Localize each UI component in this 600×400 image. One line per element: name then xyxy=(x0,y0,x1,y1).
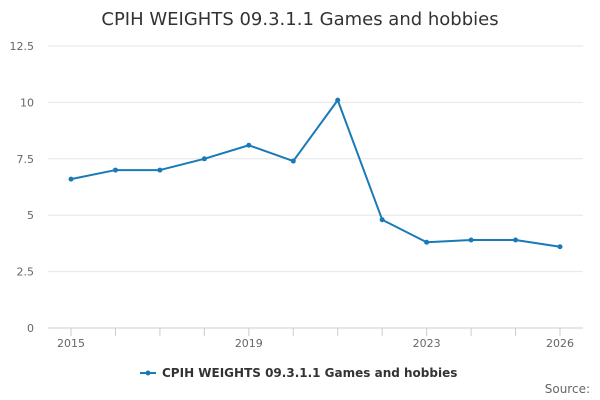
y-tick-label: 2.5 xyxy=(17,266,35,279)
y-tick-label: 12.5 xyxy=(10,40,35,53)
x-tick-label: 2023 xyxy=(413,337,441,350)
data-point[interactable] xyxy=(112,167,118,173)
y-tick-label: 7.5 xyxy=(17,153,35,166)
data-point[interactable] xyxy=(68,176,74,182)
series-layer xyxy=(68,97,563,250)
data-point[interactable] xyxy=(335,97,341,103)
data-point[interactable] xyxy=(290,158,296,164)
chart-title: CPIH WEIGHTS 09.3.1.1 Games and hobbies xyxy=(101,9,498,30)
legend-series-label: CPIH WEIGHTS 09.3.1.1 Games and hobbies xyxy=(162,366,457,380)
legend-dot-marker xyxy=(145,370,151,376)
x-tick-label: 2015 xyxy=(57,337,85,350)
data-point[interactable] xyxy=(557,244,563,250)
series-line[interactable] xyxy=(70,99,561,248)
data-point[interactable] xyxy=(246,142,252,148)
gridlines xyxy=(48,45,583,329)
data-point[interactable] xyxy=(513,237,519,243)
y-tick-label: 0 xyxy=(27,322,34,335)
legend[interactable]: CPIH WEIGHTS 09.3.1.1 Games and hobbies xyxy=(140,366,457,380)
x-tick-label: 2019 xyxy=(235,337,263,350)
data-point[interactable] xyxy=(201,156,207,162)
y-tick-label: 10 xyxy=(20,96,34,109)
y-tick-label: 5 xyxy=(27,209,34,222)
data-point[interactable] xyxy=(157,167,163,173)
x-tick-label: 2026 xyxy=(546,337,574,350)
data-point[interactable] xyxy=(468,237,474,243)
data-point[interactable] xyxy=(424,239,430,245)
data-point[interactable] xyxy=(379,217,385,223)
y-axis-tick-labels: 0 2.5 5 7.5 10 12.5 xyxy=(10,40,35,335)
source-label: Source: xyxy=(545,382,590,396)
x-axis: 2015 2019 2023 2026 xyxy=(48,327,583,350)
